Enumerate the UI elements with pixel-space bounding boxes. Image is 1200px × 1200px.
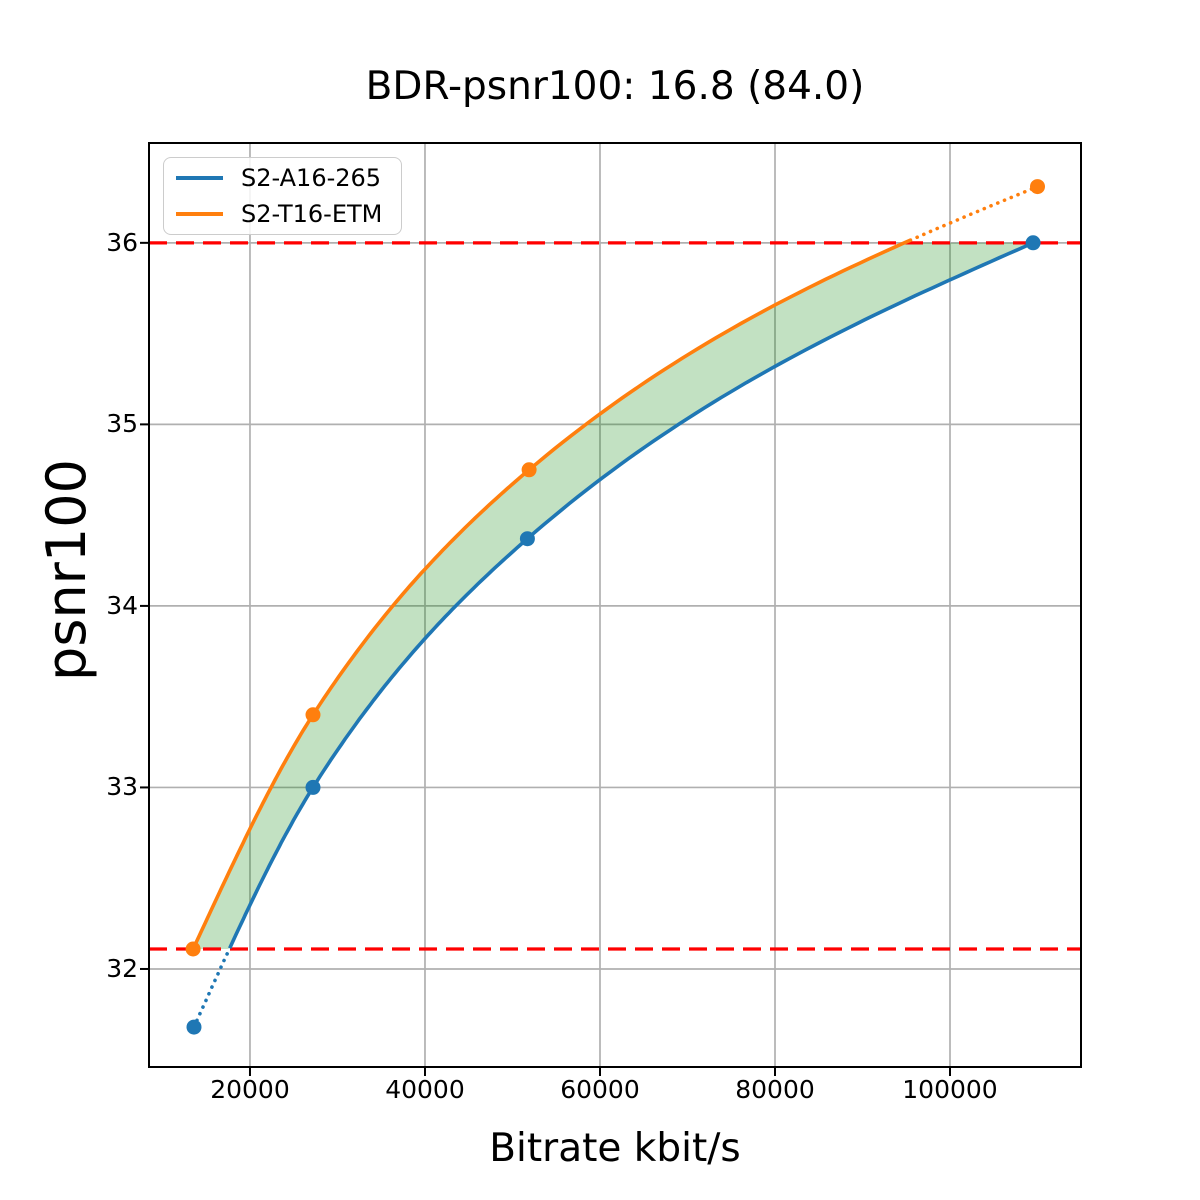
series-1-curve-solid [191, 238, 912, 950]
x-tick-label: 20000 [210, 1075, 290, 1104]
legend-item-s2-a16-265: S2-A16-265 [164, 162, 401, 194]
data-point-marker [305, 707, 321, 723]
y-tick-label: 32 [106, 953, 138, 983]
y-tick-label: 35 [106, 409, 138, 439]
legend-item-s2-t16-etm: S2-T16-ETM [164, 198, 401, 230]
y-axis-label: psnr100 [35, 459, 98, 681]
y-tick-label: 33 [106, 772, 138, 802]
y-tick-label: 34 [106, 590, 138, 620]
data-point-marker [1030, 179, 1045, 195]
bd-shaded-region [193, 242, 1034, 950]
x-axis-label: Bitrate kbit/s [489, 1126, 741, 1171]
data-point-marker [186, 1019, 202, 1035]
data-point-marker [521, 462, 537, 478]
x-tick-label: 40000 [385, 1075, 465, 1104]
legend-line-sample-blue [176, 176, 223, 180]
legend: S2-A16-265 S2-T16-ETM [163, 157, 402, 235]
chart-title: BDR-psnr100: 16.8 (84.0) [365, 64, 865, 109]
series-1-curve-dotted [908, 184, 1040, 242]
x-tick-label: 100000 [902, 1075, 998, 1104]
data-point-marker [305, 779, 321, 795]
x-tick-label: 60000 [560, 1075, 640, 1104]
series-0-curve-dotted [192, 946, 232, 1029]
data-point-marker [519, 531, 535, 547]
data-point-marker [185, 941, 201, 957]
legend-label-s2-a16-265: S2-A16-265 [241, 164, 382, 192]
legend-line-sample-orange [176, 212, 223, 216]
x-tick-label: 80000 [735, 1075, 815, 1104]
series-0-curve-solid [228, 241, 1034, 949]
legend-label-s2-t16-etm: S2-T16-ETM [241, 200, 383, 228]
data-point-marker [1025, 235, 1041, 251]
plot-frame [148, 142, 1082, 1068]
y-tick-label: 36 [106, 227, 138, 257]
